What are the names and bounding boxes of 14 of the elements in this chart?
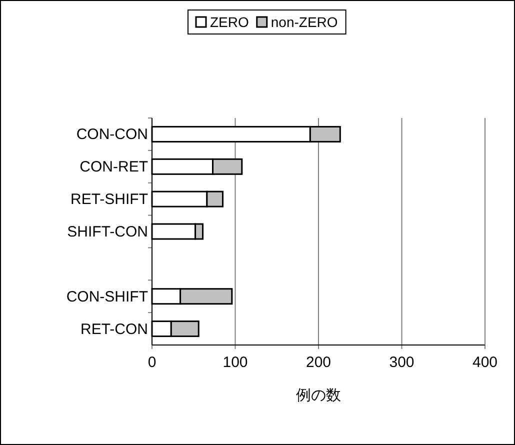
x-tick-label: 200 bbox=[306, 354, 332, 371]
x-tick-label: 400 bbox=[472, 354, 498, 371]
y-tick-label: RET-SHIFT bbox=[70, 191, 148, 208]
x-tick-label: 100 bbox=[222, 354, 248, 371]
x-tick-label: 300 bbox=[389, 354, 414, 371]
x-tick-label: 0 bbox=[148, 354, 156, 371]
legend-label: non-ZERO bbox=[270, 14, 338, 30]
x-axis-title: 例の数 bbox=[296, 387, 341, 404]
y-tick-label: CON-SHIFT bbox=[66, 288, 148, 306]
y-tick-label: CON-CON bbox=[76, 126, 148, 144]
y-tick-label: SHIFT-CON bbox=[67, 224, 148, 240]
y-tick-label: CON-RET bbox=[80, 158, 148, 176]
legend-label: ZERO bbox=[210, 14, 249, 30]
y-tick-label: RET-CON bbox=[80, 320, 148, 338]
